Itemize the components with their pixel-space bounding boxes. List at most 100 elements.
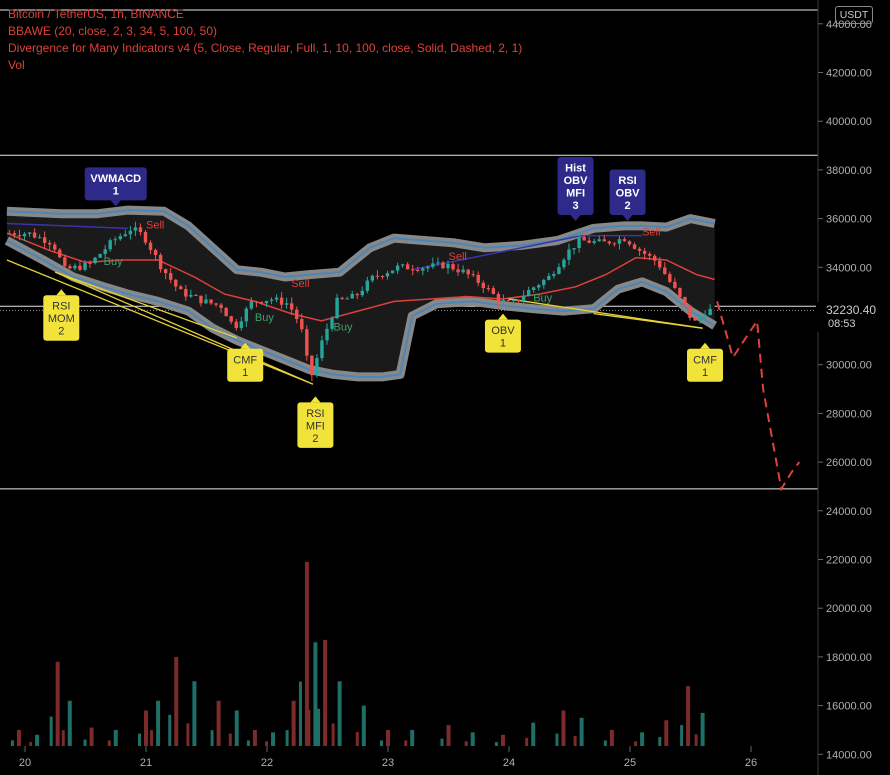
symbol-title[interactable]: Bitcoin / TetherUS, 1h, BINANCE [8,7,184,21]
buy-signal-label: Buy [334,322,353,334]
bear-divergence-line [6,222,128,230]
label-text: RSI [52,301,70,313]
candle-body [688,305,692,318]
time-tick-label: 21 [140,757,152,769]
label-pointer [310,396,321,403]
candle-body [204,299,208,304]
label-text: Hist [565,163,586,175]
volume-bar [464,741,468,746]
candle-body [607,241,612,244]
currency-badge[interactable]: USDT [835,6,873,24]
candle-body [451,264,455,270]
volume-bar [246,740,250,746]
price-tick-label: 14000.00 [826,749,872,761]
candle-body [668,274,672,282]
label-pointer [497,313,508,320]
volume-bar [192,681,197,746]
candle-body [693,317,697,321]
candle-body [340,297,344,299]
indicator-volume[interactable]: Vol [8,58,25,72]
upper-band [6,209,715,279]
candle-body [123,234,128,237]
candle-body [572,248,576,250]
volume-bar [83,739,87,746]
candle-body [7,233,12,235]
time-tick-label: 24 [503,757,515,769]
volume-bar [446,725,451,746]
candle-body [234,321,238,329]
price-tick-label: 18000.00 [826,652,872,664]
candle-body [506,300,511,302]
volume-bar [307,709,311,746]
candle-body [83,262,87,270]
volume-bar [404,740,408,746]
candle-body [103,249,107,255]
candle-body [128,230,133,235]
label-box [43,295,80,341]
bull-divergence-line [55,271,237,339]
candle-body [330,318,334,329]
volume-bar [561,710,566,746]
candle-body [259,301,264,304]
volume-bar [500,734,505,746]
volume-bar [386,729,390,746]
sell-signal-label: Sell [449,251,467,263]
candle-body [174,279,178,287]
candle-body [93,257,97,264]
volume-bar [603,740,607,746]
candle-body [27,232,32,234]
label-pointer [570,215,581,222]
time-axis[interactable]: 20 21 22 23 24 25 26 [19,746,757,769]
volume-bar [107,740,111,746]
volume-bar [285,730,289,746]
volume-bar [61,730,65,746]
candle-body [405,264,410,270]
candle-body [703,315,707,317]
volume-bar [640,732,645,746]
label-box [297,402,334,448]
candle-body [390,270,395,274]
candle-body [224,307,228,317]
volume-bar [525,737,529,746]
label-text: 2 [312,433,318,445]
price-axis[interactable]: 14000.00 16000.00 18000.00 20000.00 22000.00… [817,0,872,775]
candle-body [209,299,213,304]
volume-bar [686,686,691,746]
label-text: OBV [491,325,515,337]
price-tick-label: 34000.00 [826,262,872,274]
candle-body [466,269,470,275]
volume-bar [304,561,309,746]
price-tick-label: 22000.00 [826,555,872,567]
volume-bar [440,738,444,746]
candle-body [239,321,243,329]
price-tick-label: 38000.00 [826,165,872,177]
volume-bar [210,730,214,746]
candle-body [456,269,460,273]
volume-bar [700,712,705,746]
candle-body [325,328,329,341]
candle-body [194,294,198,296]
bull-divergence-line [593,312,703,329]
candle-body [658,260,662,268]
time-tick-label: 26 [745,757,757,769]
candle-body [32,232,37,238]
candle-body [501,300,506,303]
indicator-bbawe[interactable]: BBAWE (20, close, 2, 3, 34, 5, 100, 50) [8,24,217,38]
candle-body [158,255,163,270]
candle-body [244,308,249,322]
candle-body [577,236,581,249]
volume-bar [271,732,276,746]
candle-body [300,319,304,330]
indicator-divergence[interactable]: Divergence for Many Indicators v4 (5, Cl… [8,41,523,55]
candle-body [491,288,496,294]
candle-body [431,263,435,267]
volume-bar [144,710,148,746]
volume-bar [49,716,53,746]
